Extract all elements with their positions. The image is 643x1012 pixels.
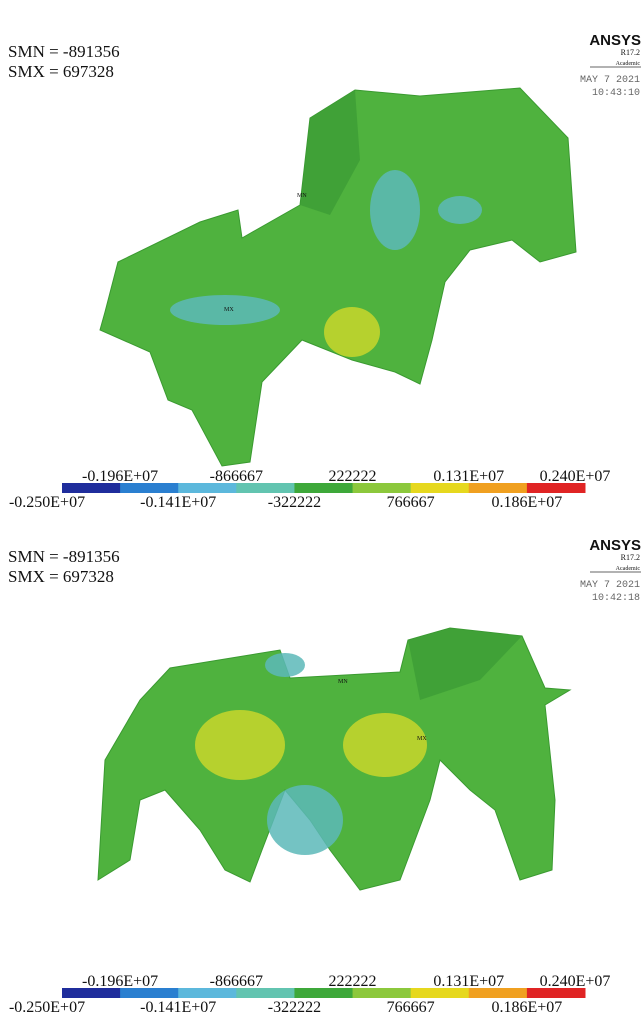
stress-patch (343, 713, 427, 777)
stress-patch (370, 170, 420, 250)
legend-label: -866667 (210, 468, 263, 485)
stress-patch (195, 710, 285, 780)
max-marker: MX (224, 307, 234, 313)
smn-text: SMN = -891356 (8, 42, 120, 61)
model-body (98, 628, 570, 890)
figure: MNMXSMN = -891356SMX = 697328ANSYSR17.2A… (0, 0, 643, 1012)
date: MAY 7 2021 (580, 580, 640, 591)
ansys-logo: ANSYS (589, 537, 641, 554)
legend-label: 766667 (387, 999, 435, 1012)
smx-text: SMX = 697328 (8, 62, 114, 81)
min-marker: MN (338, 679, 348, 685)
legend-label: -322222 (268, 494, 321, 511)
legend-label: -0.141E+07 (140, 999, 216, 1012)
legend-label: 0.240E+07 (540, 973, 611, 990)
legend-label: 0.131E+07 (433, 468, 504, 485)
smn-text: SMN = -891356 (8, 547, 120, 566)
stress-patch (265, 653, 305, 677)
max-marker: MX (417, 736, 427, 742)
legend-label: 0.131E+07 (433, 973, 504, 990)
smx-text: SMX = 697328 (8, 567, 114, 586)
legend-label: 222222 (329, 973, 377, 990)
date: MAY 7 2021 (580, 75, 640, 86)
legend-label: -0.141E+07 (140, 494, 216, 511)
legend-label: 766667 (387, 494, 435, 511)
min-marker: MN (297, 193, 307, 199)
release: R17.2 (621, 48, 640, 57)
stress-patch (324, 307, 380, 357)
edition: Academic (616, 61, 641, 67)
release: R17.2 (621, 553, 640, 562)
legend-label: 0.240E+07 (540, 468, 611, 485)
stress-patch (438, 196, 482, 224)
time: 10:42:18 (592, 593, 640, 604)
edition: Academic (616, 566, 641, 572)
legend-label: 0.186E+07 (491, 999, 562, 1012)
legend-label: 0.186E+07 (491, 494, 562, 511)
ansys-logo: ANSYS (589, 32, 641, 49)
legend-label: -0.196E+07 (82, 468, 158, 485)
legend-label: -0.250E+07 (9, 494, 85, 511)
legend-label: -322222 (268, 999, 321, 1012)
legend-label: -0.196E+07 (82, 973, 158, 990)
stress-patch (267, 785, 343, 855)
time: 10:43:10 (592, 88, 640, 99)
legend-label: -866667 (210, 973, 263, 990)
legend-label: 222222 (329, 468, 377, 485)
legend-label: -0.250E+07 (9, 999, 85, 1012)
